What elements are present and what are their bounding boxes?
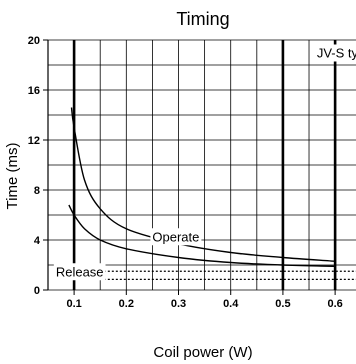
- y-tick-label: 0: [34, 285, 40, 297]
- plot-series: [55, 107, 356, 280]
- x-tick-label: 0.1: [66, 298, 81, 310]
- x-tick-label: 0.4: [223, 298, 239, 310]
- annotation-bg: [150, 228, 202, 246]
- plot-grid: [43, 39, 356, 295]
- annotation-label-2: Release: [56, 264, 104, 279]
- x-tick-label: 0.6: [327, 298, 342, 310]
- y-axis-label: Time (ms): [4, 143, 21, 210]
- annotations: JV-S type Operate Release: [53, 44, 356, 281]
- x-axis-label: Coil power (W): [153, 344, 252, 361]
- chart-title: Timing: [176, 9, 229, 29]
- series-line-0: [70, 107, 336, 262]
- series-line-1: [68, 204, 336, 267]
- annotation-bg: [53, 263, 106, 281]
- x-tick-label: 0.5: [275, 298, 290, 310]
- y-tick-label: 8: [34, 185, 40, 197]
- x-tick-label: 0.2: [119, 298, 134, 310]
- tick-labels: 0.1 0.2 0.3 0.4 0.5 0.6 0 4 8 12 16 20: [28, 35, 343, 310]
- x-tick-label: 0.3: [171, 298, 186, 310]
- annotation-label-1: Operate: [152, 229, 199, 244]
- y-tick-label: 20: [28, 35, 40, 47]
- y-tick-label: 16: [28, 85, 40, 97]
- y-tick-label: 4: [34, 235, 41, 247]
- y-tick-label: 12: [28, 135, 40, 147]
- annotation-bg: [314, 44, 356, 62]
- annotation-label-0: JV-S type: [317, 46, 356, 61]
